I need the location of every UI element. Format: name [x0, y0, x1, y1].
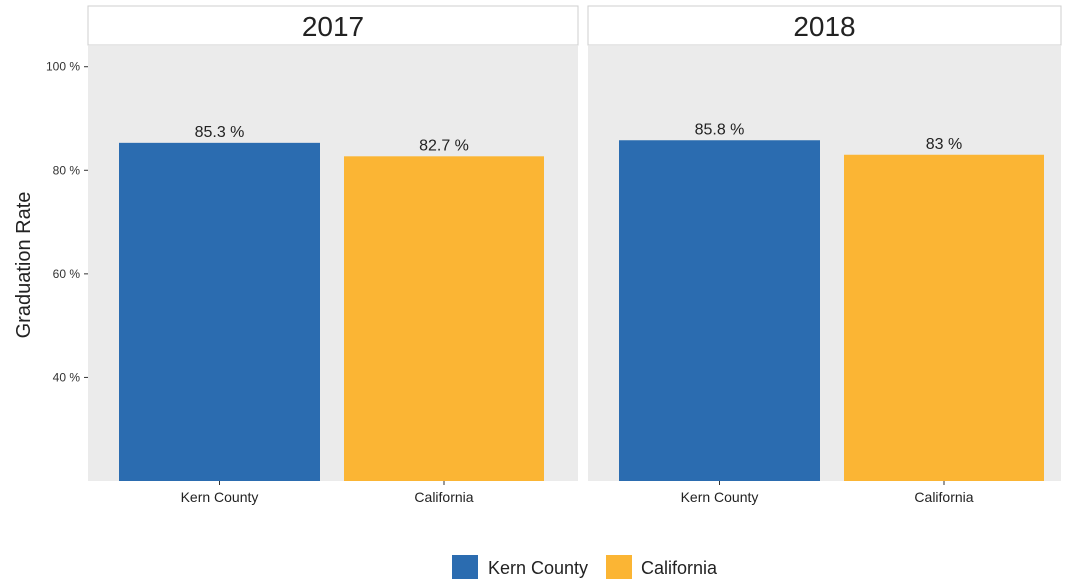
x-tick-label: California	[414, 489, 473, 505]
legend-label: California	[641, 558, 718, 578]
y-tick-label: 80 %	[53, 163, 81, 177]
facet-strip	[87, 5, 579, 46]
bar-value-label: 83 %	[926, 136, 962, 153]
x-tick-label: Kern County	[181, 489, 259, 505]
panel-2018: 2018 85.8 % Kern County 83 % California	[587, 5, 1062, 505]
bar-value-label: 82.7 %	[419, 137, 469, 154]
y-tick-label: 40 %	[53, 370, 81, 384]
x-tick-label: California	[914, 489, 973, 505]
bar-value-label: 85.3 %	[195, 124, 245, 141]
legend: Kern County California	[452, 555, 718, 579]
y-axis: 40 % 60 % 80 % 100 %	[46, 60, 88, 384]
legend-swatch-california	[606, 555, 632, 579]
legend-label: Kern County	[488, 558, 588, 578]
legend-swatch-kern-county	[452, 555, 478, 579]
bar-california	[344, 156, 544, 481]
facet-title: 2017	[302, 11, 364, 42]
y-axis-title: Graduation Rate	[13, 192, 35, 339]
panel-2017: 2017 85.3 % Kern County 82.7 % California	[87, 5, 579, 505]
y-tick-label: 60 %	[53, 267, 81, 281]
bar-california	[844, 154, 1044, 481]
facet-strip	[587, 5, 1062, 46]
facet-title: 2018	[793, 11, 855, 42]
x-tick-label: Kern County	[681, 489, 759, 505]
bar-kern-county	[119, 142, 320, 481]
bar-kern-county	[619, 140, 820, 481]
bar-value-label: 85.8 %	[695, 121, 745, 138]
y-tick-label: 100 %	[46, 60, 80, 74]
